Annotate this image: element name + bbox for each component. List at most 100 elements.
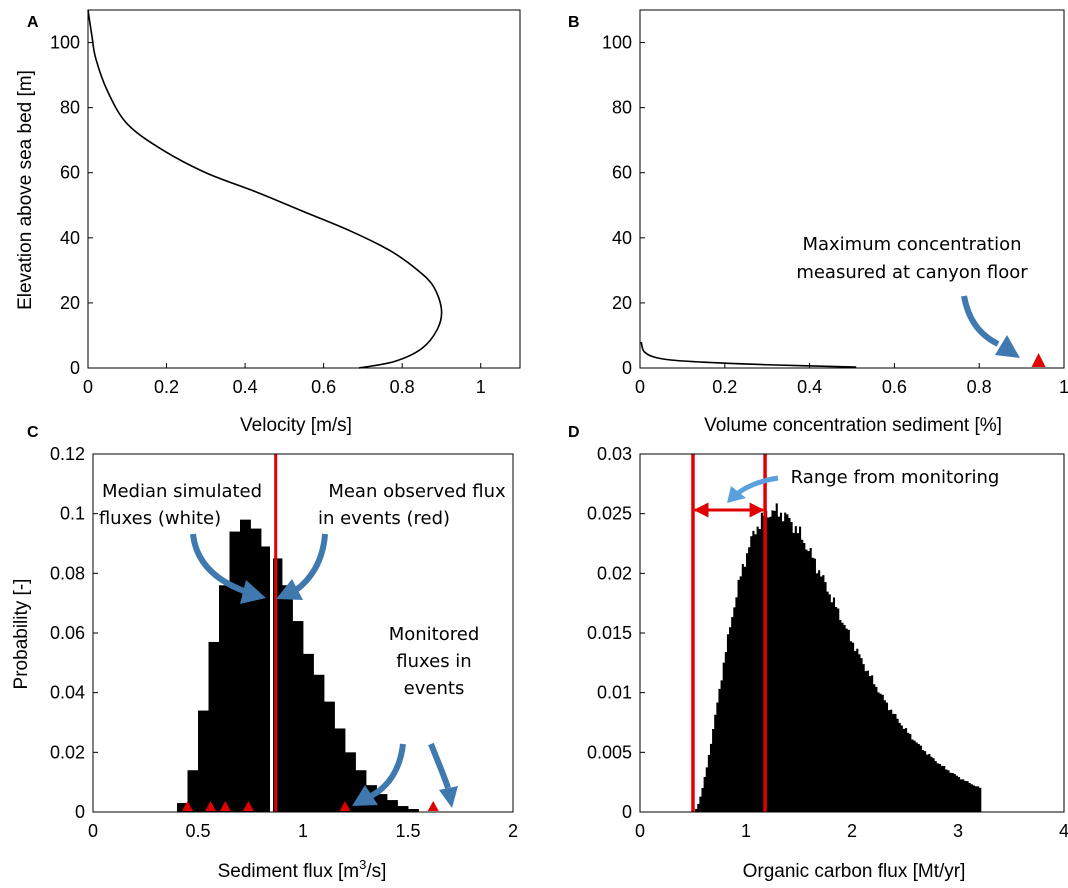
panel-d-ytick-label: 0.025 [587,504,632,524]
panel-c-reference-lines [270,454,278,812]
panel-a-xtick-label: 0.6 [311,377,336,397]
panel-b-arrowhead [995,335,1020,358]
panel-b: B 0 0.2 0.4 0.6 0.8 1 0 20 40 60 80 100 Maximum con… [568,9,1068,436]
panel-d-range-annotation-arrowhead [727,486,746,503]
panel-c-ytick-label: 0.08 [50,563,85,583]
panel-c: C 0 0.5 1 1.5 2 0 0.02 0.04 0.06 0.08 0.1 0.12 Medi… [11,424,518,882]
panel-a-xlabel: Velocity [m/s] [240,415,352,436]
panel-b-xtick-label: 1 [1059,377,1068,397]
panel-a-ytick-label: 0 [70,358,80,378]
histogram-bar [345,752,356,812]
monitored-event-marker [242,801,254,811]
panel-c-ticks: 0 0.5 1 1.5 2 0 0.02 0.04 0.06 0.08 0.1 0.12 [50,444,518,841]
panel-d-xtick-label: 2 [847,821,857,841]
panel-c-monitored-markers [182,801,439,811]
panel-d-ytick-label: 0.03 [597,444,632,464]
panel-a-xtick-label: 0.2 [154,377,179,397]
panel-c-ann-median-2: fluxes (white) [99,508,221,529]
panel-d-xtick-label: 1 [741,821,751,841]
panel-c-monitored-arrowhead-1 [352,785,378,806]
panel-c-ann-monitored-2: fluxes in [396,651,471,672]
histogram-bar [187,770,199,812]
histogram-bar [376,794,388,812]
panel-c-ann-monitored-1: Monitored [389,624,480,645]
panel-d-xtick-label: 3 [953,821,963,841]
monitored-event-marker [205,801,217,811]
panel-b-ytick-label: 60 [612,163,632,183]
histogram-bar [208,641,220,812]
panel-b-xlabel: Volume concentration sediment [%] [704,415,1002,436]
histogram-bar [324,701,335,812]
panel-a-xtick-label: 0.4 [233,377,258,397]
panel-d-ytick-label: 0.01 [597,683,632,703]
panel-c-median-arrowhead [240,580,266,604]
panel-a-ytick-label: 100 [50,33,80,53]
histogram-bar [250,528,262,812]
panel-c-histogram [177,519,419,812]
panel-d: D 0 1 2 3 4 0 0.005 0.01 0.015 0.02 0.025 0.03 Rang… [568,424,1068,882]
panel-a-ytick-label: 40 [60,228,80,248]
panel-d-range-lines [691,454,767,812]
panel-d-ticks: 0 1 2 3 4 0 0.005 0.01 0.015 0.02 0.025 0.03 [587,444,1068,841]
panel-a-axes [87,9,521,369]
concentration-profile-curve [640,341,857,368]
panel-d-xlabel: Organic carbon flux [Mt/yr] [743,861,966,882]
panel-a-ytick-label: 20 [60,293,80,313]
panel-c-ann-monitored-3: events [404,678,465,699]
panel-a-ylabel: Elevation above sea bed [m] [15,70,36,310]
panel-c-xlabel: Sediment flux [m3/s] [218,857,387,882]
panel-c-xtick-label: 2 [508,821,518,841]
panel-a-xtick-label: 1 [476,377,486,397]
panel-a-ytick-label: 80 [60,98,80,118]
panel-a-xtick-label: 0 [83,377,93,397]
histogram-bar [219,585,230,812]
panel-c-ytick-label: 0.04 [50,683,85,703]
panel-d-ytick-label: 0 [622,802,632,822]
panel-c-ann-mean-1: Mean observed flux [328,481,506,502]
panel-d-ann-range: Range from monitoring [791,467,1000,488]
panel-c-xtick-label: 0 [88,821,98,841]
panel-a-ytick-label: 60 [60,163,80,183]
histogram-bar [408,809,419,812]
panel-letter-d: D [568,424,580,441]
panel-d-xtick-label: 0 [635,821,645,841]
monitored-event-marker [219,801,231,811]
panel-c-ann-median-1: Median simulated [102,481,262,502]
histogram-bar [261,546,272,812]
panel-c-ytick-label: 0 [75,802,85,822]
panel-d-histogram [693,503,982,812]
panel-b-xtick-label: 0 [635,377,645,397]
panel-b-ytick-label: 40 [612,228,632,248]
panel-c-mean-arrow [294,533,328,593]
panel-b-annotation-line2: measured at canyon floor [796,262,1028,283]
panel-d-ytick-label: 0.015 [587,623,632,643]
histogram-bar [229,531,241,812]
histogram-bar [292,621,304,812]
histogram-bar [177,803,188,812]
panel-d-xtick-label: 4 [1059,821,1068,841]
panel-c-median-arrow [190,533,246,594]
histogram-bar [355,770,367,812]
histogram-bar [397,806,409,812]
panel-c-ytick-label: 0.12 [50,444,85,464]
panel-c-xtick-label: 0.5 [185,821,210,841]
panel-letter-c: C [27,424,39,441]
panel-b-axes [639,9,1065,369]
panel-c-ytick-label: 0.02 [50,742,85,762]
panel-c-mean-arrowhead [276,579,303,600]
panel-b-ytick-label: 80 [612,98,632,118]
panel-letter-a: A [27,14,39,31]
panel-b-ticks: 0 0.2 0.4 0.6 0.8 1 0 20 40 60 80 100 [602,33,1068,397]
panel-a-ticks: 0 0.2 0.4 0.6 0.8 1 0 20 40 60 80 100 [50,33,486,397]
monitored-event-marker [427,801,439,811]
panel-c-monitored-arrow-2 [428,742,451,789]
panel-d-range-annotation-arrow [735,475,779,496]
panel-c-ylabel: Probability [-] [11,579,32,690]
panel-c-ytick-label: 0.1 [60,504,85,524]
histogram-bar [303,653,314,812]
panel-c-xtick-label: 1.5 [395,821,420,841]
panel-c-ann-mean-2: in events (red) [318,508,450,529]
histogram-bar [282,585,293,812]
histogram-bar [387,800,398,812]
